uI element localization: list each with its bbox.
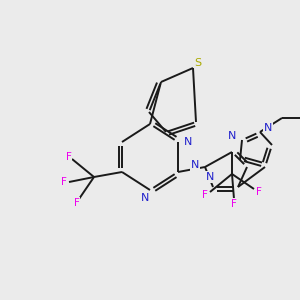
Text: S: S xyxy=(194,58,202,68)
Text: N: N xyxy=(184,137,192,147)
Text: N: N xyxy=(264,123,272,133)
Text: F: F xyxy=(61,177,67,187)
Text: F: F xyxy=(231,199,237,209)
Text: N: N xyxy=(206,172,214,182)
Text: F: F xyxy=(74,198,80,208)
Text: F: F xyxy=(66,152,72,162)
Text: N: N xyxy=(228,131,236,141)
Text: F: F xyxy=(256,187,262,197)
Text: F: F xyxy=(202,190,208,200)
Text: N: N xyxy=(191,160,199,170)
Text: N: N xyxy=(141,193,149,203)
